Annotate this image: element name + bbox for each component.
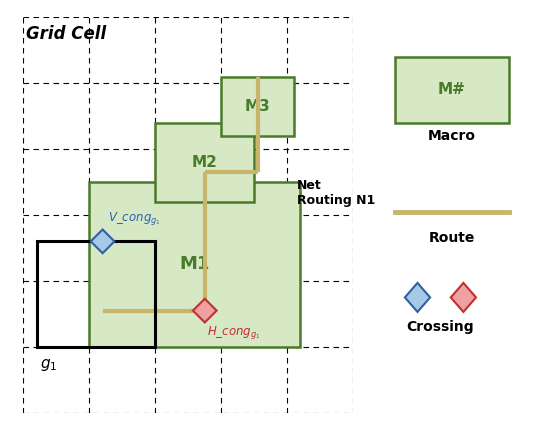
- Text: $V\_cong_{g_1}$: $V\_cong_{g_1}$: [108, 210, 161, 227]
- Bar: [89, 182, 300, 347]
- Text: Grid Cell: Grid Cell: [26, 25, 107, 43]
- Text: M3: M3: [245, 99, 271, 114]
- Text: Crossing: Crossing: [407, 320, 475, 335]
- Polygon shape: [451, 283, 476, 312]
- Text: M#: M#: [438, 82, 466, 97]
- Bar: [155, 123, 254, 202]
- Text: $g_1$: $g_1$: [40, 357, 58, 373]
- Bar: [221, 77, 294, 136]
- Text: $H\_cong_{g_1}$: $H\_cong_{g_1}$: [207, 324, 260, 341]
- Polygon shape: [91, 230, 115, 253]
- Text: M1: M1: [180, 255, 210, 273]
- Polygon shape: [405, 283, 430, 312]
- Polygon shape: [193, 299, 217, 322]
- Text: M2: M2: [192, 155, 218, 170]
- Text: Net
Routing N1: Net Routing N1: [297, 179, 376, 207]
- Bar: [37, 241, 155, 347]
- Text: Route: Route: [429, 231, 475, 246]
- Text: Macro: Macro: [428, 129, 476, 143]
- Bar: [394, 57, 509, 123]
